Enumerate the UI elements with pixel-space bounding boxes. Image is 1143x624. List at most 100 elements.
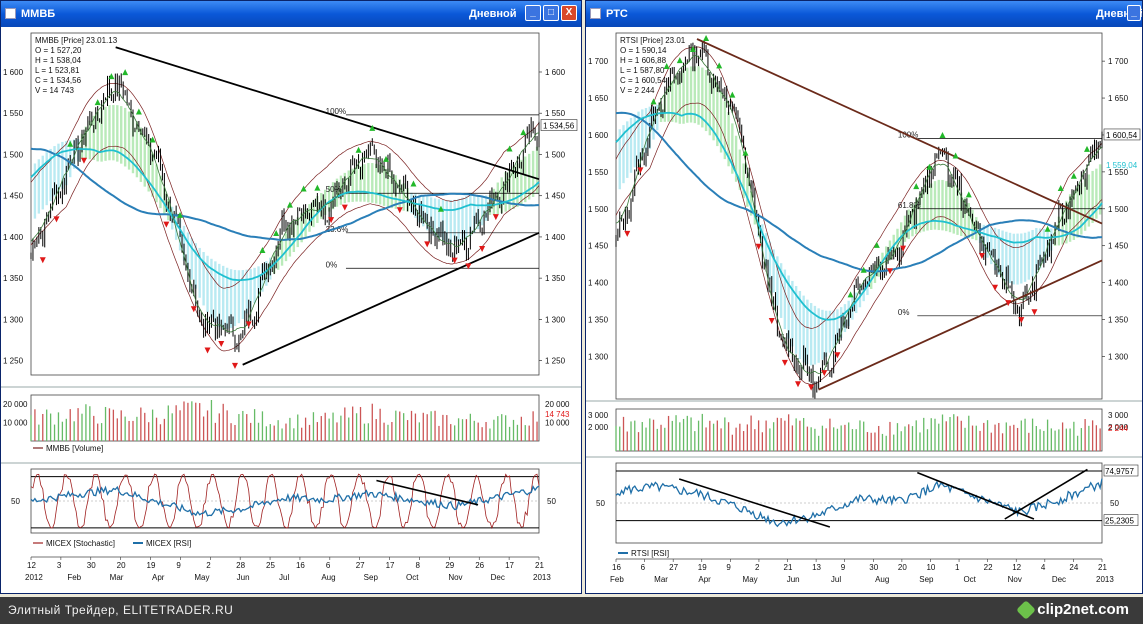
ichimoku-cloud-bar — [480, 195, 484, 226]
window-title: РТС — [606, 8, 628, 20]
buy-signal-marker — [847, 291, 854, 298]
micex-chart-window[interactable]: ММВБ Дневной _ □ X 100% 50% 23.6% 0% 1 600 1 … — [0, 0, 582, 594]
ichimoku-cloud-bar — [952, 185, 955, 234]
x-axis-day-label: 24 — [1069, 563, 1078, 572]
x-axis-month-label: Jun — [787, 575, 800, 584]
price-tick-label-right: 1 250 — [545, 357, 566, 366]
x-axis-day-label: 6 — [326, 561, 331, 570]
x-axis-day-label: 9 — [726, 563, 731, 572]
ichimoku-cloud-bar — [473, 195, 476, 233]
ichimoku-cloud-bar — [445, 200, 449, 243]
x-axis-month-label: Sep — [919, 575, 934, 584]
buy-signal-marker — [122, 69, 129, 76]
ichimoku-cloud-bar — [131, 116, 135, 174]
sell-signal-marker — [834, 352, 841, 359]
buy-signal-marker — [286, 201, 293, 208]
ichimoku-cloud-bar — [960, 192, 963, 237]
ichimoku-cloud-bar — [222, 265, 225, 330]
x-axis-month-label: Dec — [491, 573, 505, 582]
ichimoku-cloud-bar — [746, 177, 749, 207]
ichimoku-cloud-bar — [1087, 174, 1091, 227]
sell-signal-marker — [1005, 300, 1012, 307]
ichimoku-cloud-bar — [198, 247, 201, 298]
buy-signal-marker — [729, 91, 736, 98]
ichimoku-cloud-bar — [96, 111, 99, 162]
minimize-button[interactable]: _ — [1127, 5, 1141, 21]
x-axis-day-label: 4 — [1041, 563, 1046, 572]
oscillator-tick-label-left: 50 — [596, 499, 605, 508]
ichimoku-cloud-bar — [967, 203, 970, 239]
ichimoku-cloud-bar — [531, 150, 535, 197]
ichimoku-cloud-bar — [933, 181, 937, 230]
ichimoku-cloud-bar — [948, 182, 952, 233]
price-legend-line: RTSI [Price] 23.01 — [620, 36, 686, 45]
x-axis-month-label: Mar — [654, 575, 668, 584]
price-tick-label-right: 1 550 — [545, 109, 566, 118]
sell-signal-marker — [190, 306, 197, 313]
close-button[interactable]: X — [561, 5, 577, 21]
ichimoku-cloud-bar — [116, 105, 119, 162]
price-legend-line: V = 14 743 — [35, 86, 74, 95]
ichimoku-cloud-bar — [249, 269, 252, 309]
moving-average-200 — [615, 111, 1103, 273]
ichimoku-cloud-bar — [791, 280, 794, 347]
ichimoku-cloud-bar — [465, 196, 468, 239]
minimize-button[interactable]: _ — [525, 5, 541, 21]
price-legend-line: C = 1 600,54 — [620, 76, 667, 85]
x-axis-month-label: 2013 — [1096, 575, 1114, 584]
x-axis-day-label: 29 — [445, 561, 454, 570]
volume-tick-label-right: 20 000 — [545, 400, 570, 409]
x-axis-day-label: 13 — [812, 563, 821, 572]
ichimoku-cloud-bar — [824, 310, 828, 357]
sell-signal-marker — [396, 207, 403, 214]
window-app-icon — [5, 8, 16, 19]
rsi-trendline — [917, 471, 1035, 520]
ichimoku-cloud-bar — [716, 84, 719, 147]
x-axis-month-label: Oct — [963, 575, 976, 584]
price-tick-label-right: 1 500 — [545, 150, 566, 159]
ichimoku-cloud-bar — [53, 146, 56, 197]
volume-legend: ММВБ [Volume] — [46, 444, 103, 453]
ichimoku-cloud-bar — [937, 179, 940, 231]
ichimoku-cloud-bar — [241, 270, 245, 320]
buy-signal-marker — [437, 205, 444, 212]
window-titlebar[interactable]: РТС Дневной _ — [586, 1, 1142, 27]
ichimoku-cloud-bar — [108, 105, 111, 161]
sell-signal-marker — [492, 214, 499, 221]
x-axis-month-label: Aug — [875, 575, 889, 584]
ichimoku-cloud-bar — [276, 245, 280, 270]
period-label[interactable]: Дневной — [469, 8, 517, 20]
status-bar: Элитный Трейдер, ELITETRADER.RU clip2net… — [0, 597, 1143, 624]
ichimoku-cloud-bar — [1023, 232, 1027, 282]
x-axis-day-label: 12 — [1012, 563, 1021, 572]
x-axis-day-label: 16 — [296, 561, 305, 570]
ichimoku-cloud-bar — [1038, 228, 1042, 269]
ichimoku-cloud-bar — [143, 134, 146, 187]
ichimoku-cloud-bar — [484, 195, 488, 221]
price-legend-line: H = 1 538,04 — [35, 56, 82, 65]
window-titlebar[interactable]: ММВБ Дневной _ □ X — [1, 1, 581, 27]
ichimoku-cloud-bar — [304, 208, 307, 237]
x-axis-month-label: Nov — [1008, 575, 1022, 584]
x-axis-day-label: 25 — [266, 561, 275, 570]
ichimoku-cloud-bar — [689, 66, 693, 123]
price-tick-label-left: 1 350 — [588, 315, 609, 324]
maximize-button[interactable]: □ — [543, 5, 559, 21]
ichimoku-cloud-bar — [163, 187, 166, 214]
micex-chart-svg[interactable]: 100% 50% 23.6% 0% 1 600 1 550 1 500 1 450 1 400 1… — [1, 27, 581, 593]
ichimoku-cloud-bar — [61, 141, 64, 189]
ichimoku-cloud-bar — [667, 87, 670, 122]
sell-signal-marker — [1031, 309, 1038, 316]
buy-signal-marker — [1044, 225, 1051, 232]
ichimoku-cloud-bar — [809, 303, 813, 366]
ichimoku-cloud-bar — [817, 308, 820, 363]
ichimoku-cloud-bar — [918, 193, 922, 233]
ichimoku-cloud-bar — [742, 163, 745, 199]
buy-signal-marker — [965, 191, 972, 198]
ichimoku-cloud-bar — [896, 228, 899, 250]
sell-signal-marker — [624, 230, 631, 237]
trendline — [696, 38, 1103, 225]
clip2net-brand[interactable]: clip2net.com — [1037, 601, 1129, 618]
